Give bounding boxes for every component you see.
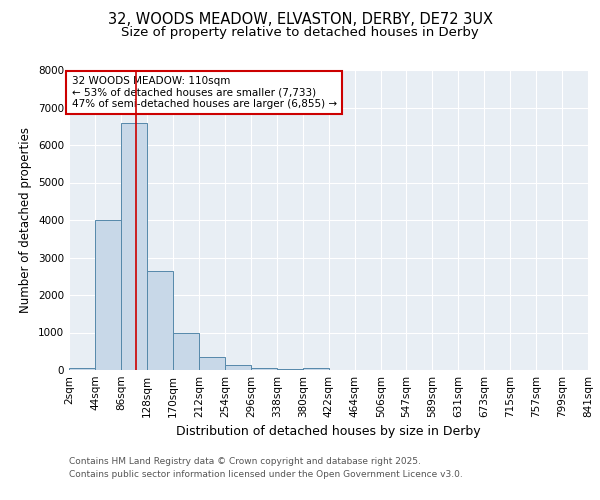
Text: Contains public sector information licensed under the Open Government Licence v3: Contains public sector information licen… [69,470,463,479]
Bar [95,220,121,370]
Text: 32 WOODS MEADOW: 110sqm
← 53% of detached houses are smaller (7,733)
47% of semi: 32 WOODS MEADOW: 110sqm ← 53% of detache… [71,76,337,109]
Bar [277,368,303,370]
Bar [69,368,95,370]
Bar [199,357,225,370]
Text: Contains HM Land Registry data © Crown copyright and database right 2025.: Contains HM Land Registry data © Crown c… [69,458,421,466]
Bar [147,270,173,370]
Text: Size of property relative to detached houses in Derby: Size of property relative to detached ho… [121,26,479,39]
Bar [121,122,147,370]
Bar [225,365,251,370]
Y-axis label: Number of detached properties: Number of detached properties [19,127,32,313]
Bar [303,368,329,370]
Bar [251,368,277,370]
X-axis label: Distribution of detached houses by size in Derby: Distribution of detached houses by size … [176,426,481,438]
Text: 32, WOODS MEADOW, ELVASTON, DERBY, DE72 3UX: 32, WOODS MEADOW, ELVASTON, DERBY, DE72 … [107,12,493,28]
Bar [173,334,199,370]
